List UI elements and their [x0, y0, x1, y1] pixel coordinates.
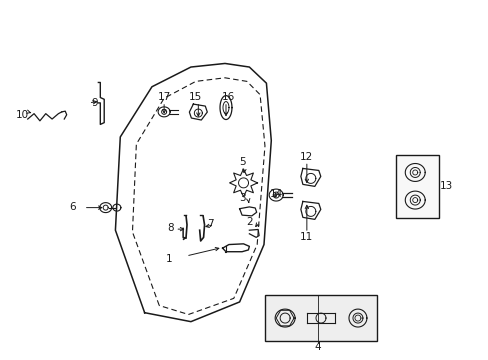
Text: 7: 7 — [206, 219, 213, 229]
Text: 15: 15 — [189, 92, 202, 102]
Text: 12: 12 — [300, 152, 313, 162]
Text: 5: 5 — [238, 157, 245, 167]
Text: 3: 3 — [238, 193, 245, 203]
Text: 9: 9 — [91, 98, 98, 108]
Bar — [264, 295, 376, 341]
Text: 2: 2 — [245, 217, 252, 227]
Bar — [395, 155, 438, 218]
Text: 8: 8 — [167, 224, 173, 233]
Text: 4: 4 — [314, 342, 320, 352]
Text: 17: 17 — [157, 92, 170, 102]
Text: 1: 1 — [165, 254, 172, 264]
Text: 14: 14 — [269, 189, 282, 199]
Text: 10: 10 — [16, 111, 29, 121]
Text: 6: 6 — [70, 202, 76, 212]
Text: 13: 13 — [439, 181, 452, 191]
Text: 16: 16 — [222, 92, 235, 102]
Text: 11: 11 — [300, 232, 313, 242]
